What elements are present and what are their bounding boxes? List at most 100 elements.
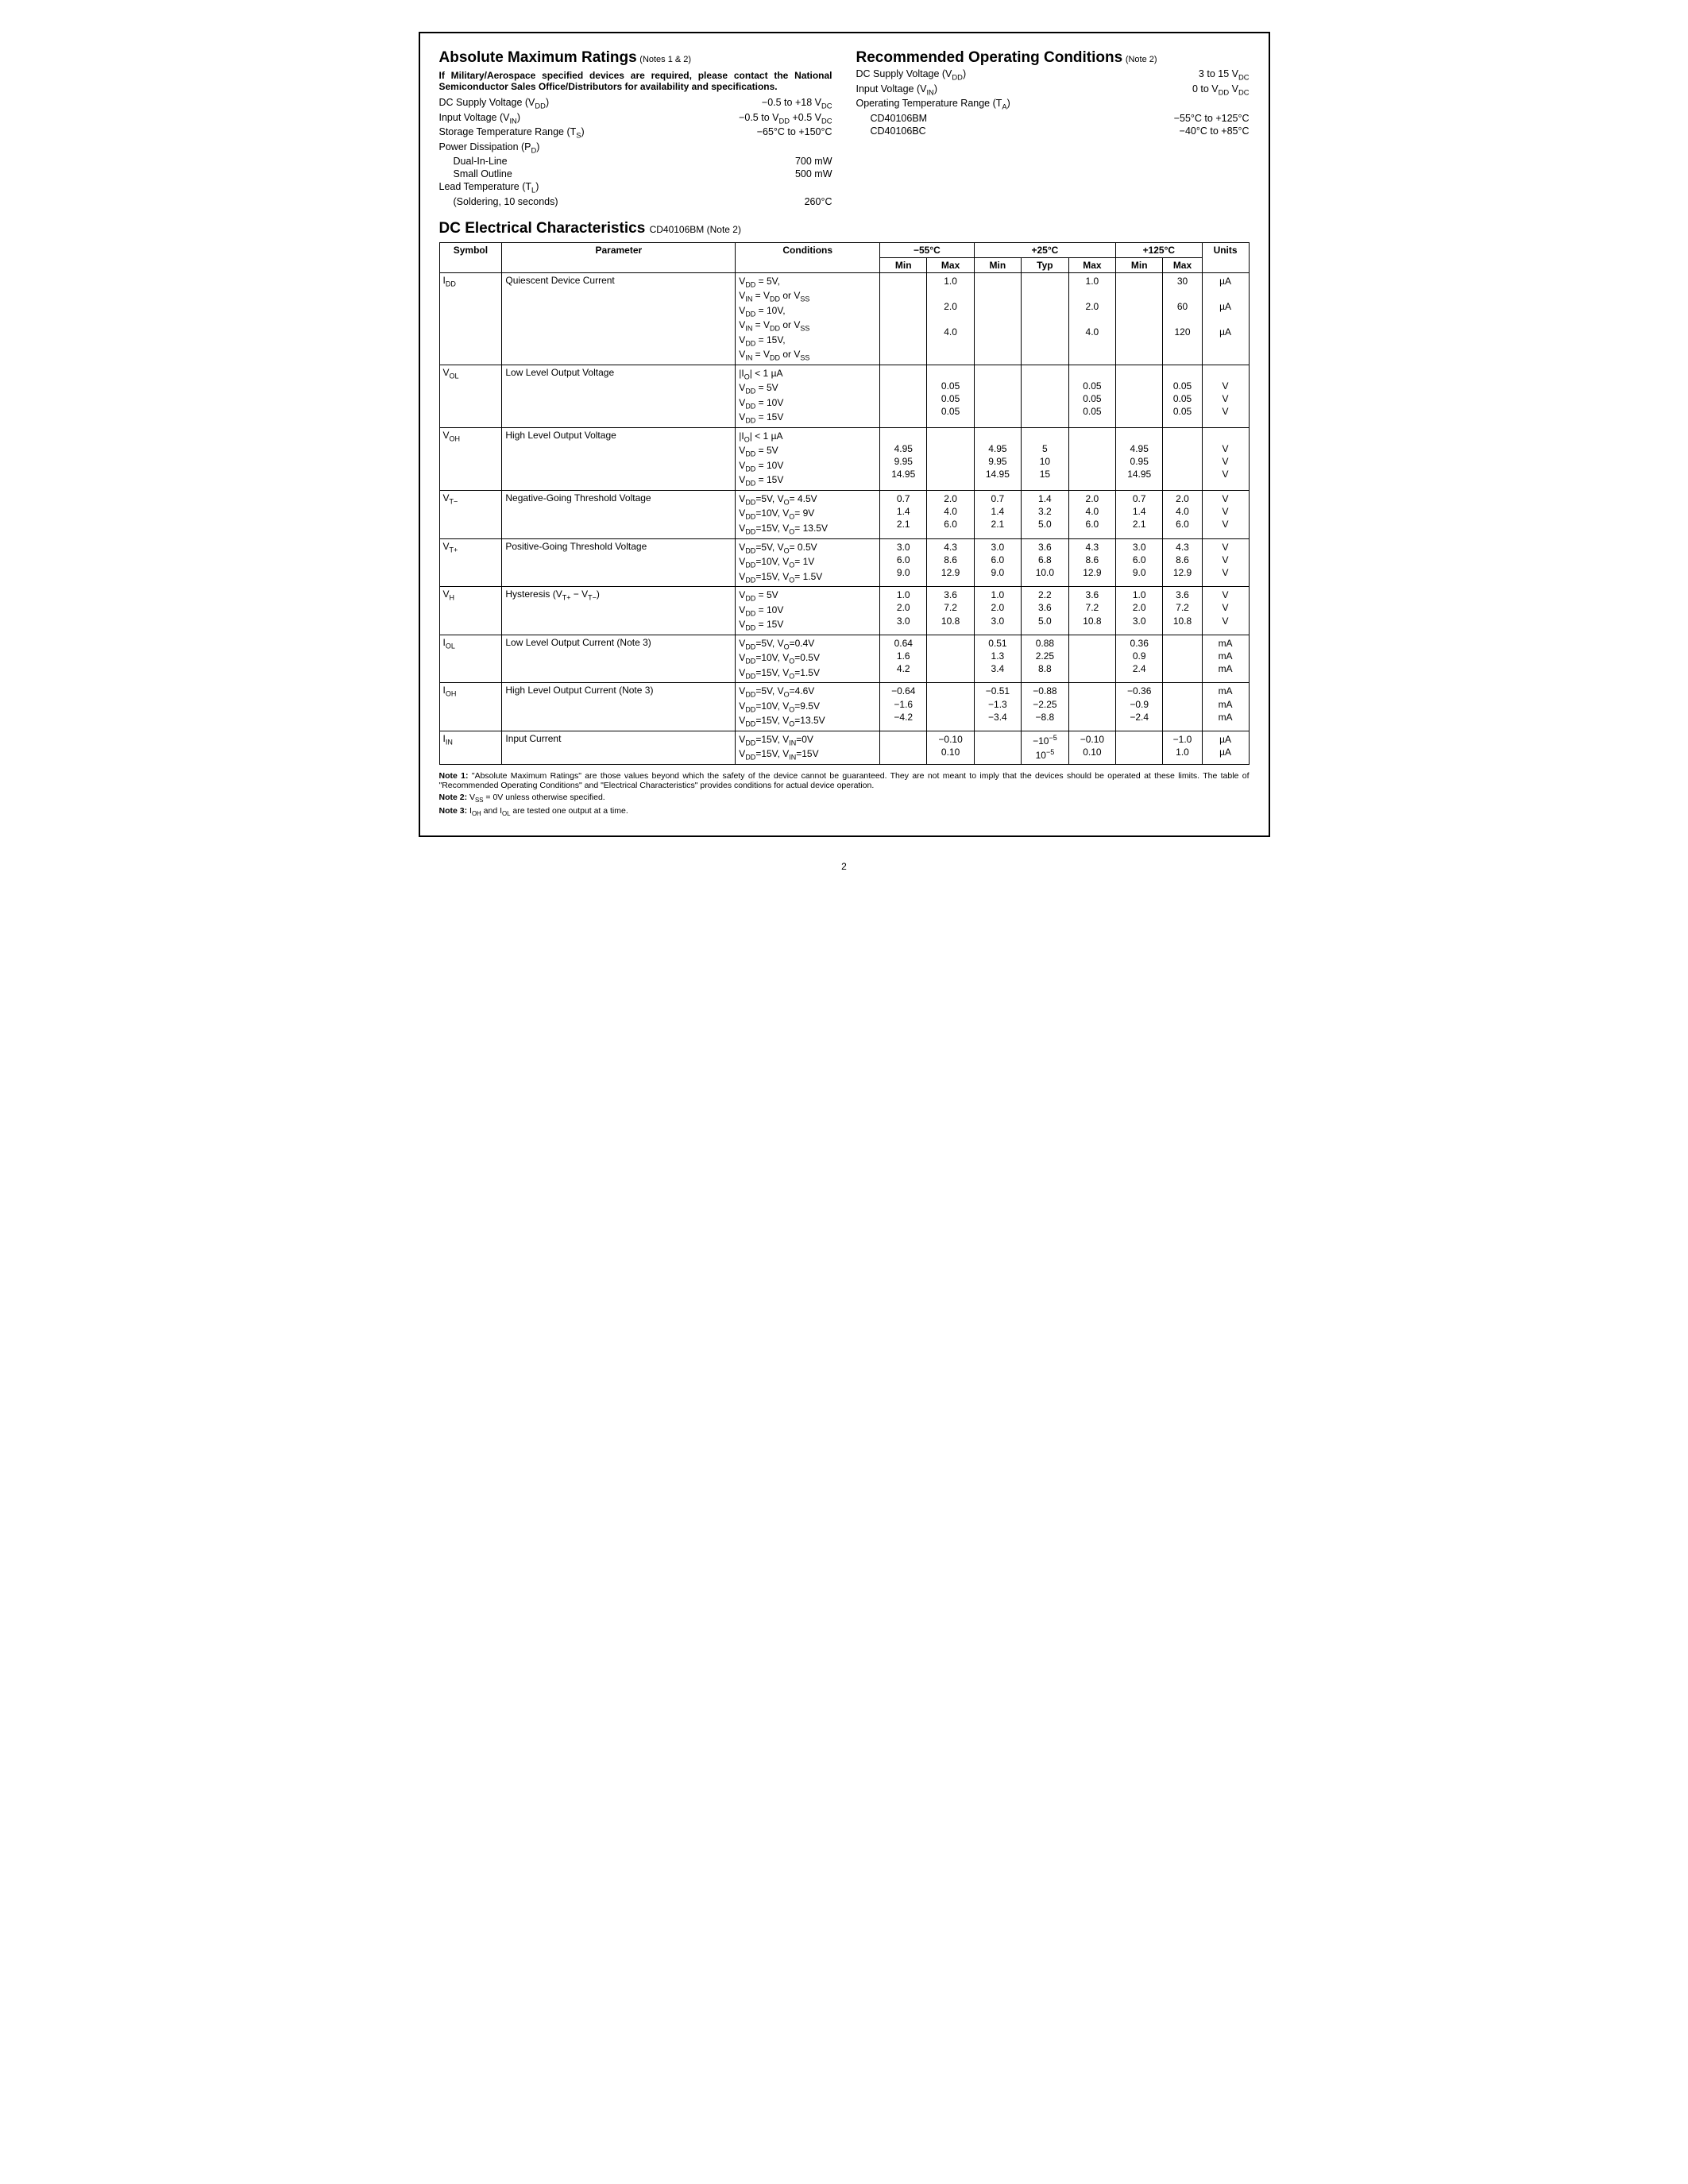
spec-label: (Soldering, 10 seconds) bbox=[439, 196, 805, 207]
footnotes: Note 1: "Absolute Maximum Ratings" are t… bbox=[439, 771, 1250, 817]
rec-op-rows: DC Supply Voltage (VDD)3 to 15 VDCInput … bbox=[856, 68, 1250, 137]
spec-value: 260°C bbox=[805, 196, 832, 207]
col-temp-25: +25°C bbox=[974, 242, 1115, 257]
cell-min25: 3.06.09.0 bbox=[974, 538, 1021, 587]
cell-min125 bbox=[1116, 272, 1163, 365]
spec-row: DC Supply Voltage (VDD)3 to 15 VDC bbox=[856, 68, 1250, 82]
cell-min125: 4.950.9514.95 bbox=[1116, 427, 1163, 490]
cell-conditions: VDD=5V, VO=0.4VVDD=10V, VO=0.5VVDD=15V, … bbox=[736, 635, 880, 683]
spec-label: Small Outline bbox=[439, 168, 795, 179]
table-row: VT+Positive-Going Threshold VoltageVDD=5… bbox=[439, 538, 1249, 587]
spec-label: DC Supply Voltage (VDD) bbox=[439, 97, 762, 110]
spec-label: Dual-In-Line bbox=[439, 156, 795, 167]
table-row: VHHysteresis (VT+ − VT−)VDD = 5VVDD = 10… bbox=[439, 587, 1249, 635]
cell-min125 bbox=[1116, 365, 1163, 427]
spec-value: 0 to VDD VDC bbox=[1192, 83, 1250, 97]
cell-conditions: VDD=5V, VO=4.6VVDD=10V, VO=9.5VVDD=15V, … bbox=[736, 683, 880, 731]
cell-max125: 30 60 120 bbox=[1163, 272, 1202, 365]
col-max25: Max bbox=[1068, 257, 1115, 272]
rec-op-title-note: (Note 2) bbox=[1126, 55, 1157, 64]
cell-units: VVV bbox=[1202, 427, 1249, 490]
cell-units: µAµA bbox=[1202, 731, 1249, 764]
abs-max-title: Absolute Maximum Ratings bbox=[439, 49, 637, 66]
cell-units: VVV bbox=[1202, 365, 1249, 427]
cell-units: VVV bbox=[1202, 587, 1249, 635]
cell-units: VVV bbox=[1202, 538, 1249, 587]
cell-min25: 0.71.42.1 bbox=[974, 490, 1021, 538]
spec-row: Power Dissipation (PD) bbox=[439, 141, 832, 155]
spec-value: 0.5 to +18 VDC bbox=[762, 97, 832, 110]
cell-symbol: IOL bbox=[439, 635, 502, 683]
cell-max25: 2.04.06.0 bbox=[1068, 490, 1115, 538]
col-typ25: Typ bbox=[1022, 257, 1069, 272]
cell-typ25: −10−510−5 bbox=[1022, 731, 1069, 764]
cell-max55: 2.04.06.0 bbox=[927, 490, 974, 538]
spec-label: CD40106BC bbox=[856, 125, 1180, 137]
spec-label: Power Dissipation (PD) bbox=[439, 141, 832, 155]
cell-min25: 1.02.03.0 bbox=[974, 587, 1021, 635]
cell-max125: 2.04.06.0 bbox=[1163, 490, 1202, 538]
cell-min55: 1.02.03.0 bbox=[880, 587, 927, 635]
cell-typ25: 3.66.810.0 bbox=[1022, 538, 1069, 587]
cell-min125 bbox=[1116, 731, 1163, 764]
abs-max-rows: DC Supply Voltage (VDD)0.5 to +18 VDCInp… bbox=[439, 97, 832, 207]
col-temp-55: −55°C bbox=[880, 242, 975, 257]
cell-max25: 4.38.612.9 bbox=[1068, 538, 1115, 587]
cell-conditions: VDD=5V, VO= 0.5VVDD=10V, VO= 1VVDD=15V, … bbox=[736, 538, 880, 587]
cell-max25: −0.100.10 bbox=[1068, 731, 1115, 764]
cell-symbol: IIN bbox=[439, 731, 502, 764]
cell-symbol: VT− bbox=[439, 490, 502, 538]
cell-min55 bbox=[880, 365, 927, 427]
col-symbol: Symbol bbox=[439, 242, 502, 272]
cell-min25: 0.511.33.4 bbox=[974, 635, 1021, 683]
cell-param: Input Current bbox=[502, 731, 736, 764]
spec-row: CD40106BM55°C to +125°C bbox=[856, 113, 1250, 124]
table-row: VT−Negative-Going Threshold VoltageVDD=5… bbox=[439, 490, 1249, 538]
cell-max55: −0.100.10 bbox=[927, 731, 974, 764]
spec-value: 55°C to +125°C bbox=[1174, 113, 1250, 124]
footnote: Note 1: "Absolute Maximum Ratings" are t… bbox=[439, 771, 1250, 790]
cell-min125: −0.36−0.9−2.4 bbox=[1116, 683, 1163, 731]
spec-row: (Soldering, 10 seconds)260°C bbox=[439, 196, 832, 207]
cell-typ25 bbox=[1022, 365, 1069, 427]
cell-max125 bbox=[1163, 635, 1202, 683]
datasheet-page: Absolute Maximum Ratings (Notes 1 & 2) I… bbox=[419, 32, 1270, 837]
spec-label: CD40106BM bbox=[856, 113, 1174, 124]
col-min25: Min bbox=[974, 257, 1021, 272]
spec-label: Lead Temperature (TL) bbox=[439, 181, 832, 195]
cell-symbol: VT+ bbox=[439, 538, 502, 587]
cell-param: High Level Output Current (Note 3) bbox=[502, 683, 736, 731]
cell-max25: 3.67.210.8 bbox=[1068, 587, 1115, 635]
cell-min125: 3.06.09.0 bbox=[1116, 538, 1163, 587]
cell-max125 bbox=[1163, 427, 1202, 490]
cell-typ25: 51015 bbox=[1022, 427, 1069, 490]
cell-conditions: VDD = 5VVDD = 10VVDD = 15V bbox=[736, 587, 880, 635]
cell-max55: 0.050.050.05 bbox=[927, 365, 974, 427]
cell-min55 bbox=[880, 272, 927, 365]
cell-min55: 0.71.42.1 bbox=[880, 490, 927, 538]
cell-units: µA µA µA bbox=[1202, 272, 1249, 365]
cell-min25 bbox=[974, 365, 1021, 427]
table-row: IDDQuiescent Device CurrentVDD = 5V,VIN … bbox=[439, 272, 1249, 365]
cell-symbol: VH bbox=[439, 587, 502, 635]
top-two-columns: Absolute Maximum Ratings (Notes 1 & 2) I… bbox=[439, 49, 1250, 209]
cell-min125: 0.360.92.4 bbox=[1116, 635, 1163, 683]
spec-row: Dual-In-Line700 mW bbox=[439, 156, 832, 167]
cell-max25: 1.0 2.0 4.0 bbox=[1068, 272, 1115, 365]
abs-max-title-note: (Notes 1 & 2) bbox=[639, 55, 691, 64]
spec-label: Storage Temperature Range (TS) bbox=[439, 126, 757, 140]
cell-min25: 4.959.9514.95 bbox=[974, 427, 1021, 490]
cell-units: mAmAmA bbox=[1202, 635, 1249, 683]
cell-param: Hysteresis (VT+ − VT−) bbox=[502, 587, 736, 635]
col-conditions: Conditions bbox=[736, 242, 880, 272]
cell-param: Low Level Output Current (Note 3) bbox=[502, 635, 736, 683]
spec-value: 500 mW bbox=[795, 168, 832, 179]
cell-symbol: IDD bbox=[439, 272, 502, 365]
cell-max25 bbox=[1068, 635, 1115, 683]
col-units: Units bbox=[1202, 242, 1249, 272]
cell-conditions: VDD = 5V,VIN = VDD or VSSVDD = 10V,VIN =… bbox=[736, 272, 880, 365]
cell-symbol: IOH bbox=[439, 683, 502, 731]
spec-row: Storage Temperature Range (TS)65°C to +1… bbox=[439, 126, 832, 140]
cell-param: Positive-Going Threshold Voltage bbox=[502, 538, 736, 587]
cell-min55 bbox=[880, 731, 927, 764]
